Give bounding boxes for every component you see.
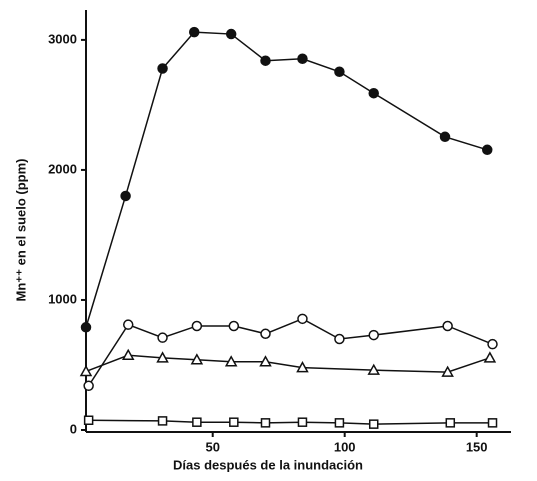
- point: [483, 351, 497, 363]
- point: [79, 364, 93, 377]
- y-tick-label: 3000: [48, 31, 77, 46]
- point: [190, 353, 204, 365]
- point: [260, 55, 271, 66]
- point: [297, 313, 308, 325]
- point: [439, 131, 451, 143]
- point: [224, 355, 238, 367]
- series-line: [88, 317, 493, 387]
- series-line: [88, 419, 493, 425]
- y-tick-label: 1000: [48, 291, 77, 306]
- point: [487, 338, 498, 350]
- point: [157, 416, 168, 426]
- point: [83, 415, 94, 425]
- point: [80, 322, 92, 333]
- y-tick-label: 0: [70, 421, 77, 436]
- point: [296, 361, 309, 373]
- point: [367, 363, 381, 375]
- x-axis-label: Días después de la inundación: [173, 457, 363, 472]
- point: [334, 418, 345, 428]
- x-tick-label: 150: [466, 439, 488, 454]
- point: [121, 348, 135, 360]
- point: [260, 328, 271, 340]
- point: [368, 329, 379, 341]
- point: [334, 66, 345, 78]
- point: [481, 144, 493, 156]
- point: [192, 417, 202, 427]
- point: [445, 418, 456, 428]
- point: [297, 53, 308, 65]
- point: [228, 320, 240, 332]
- y-axis-label: Mn⁺⁺ en el suelo (ppm): [13, 158, 28, 301]
- point: [191, 320, 203, 332]
- point: [188, 26, 200, 38]
- x-tick-label: 100: [334, 439, 356, 454]
- point: [260, 418, 271, 428]
- series-line: [85, 31, 488, 328]
- point: [259, 355, 272, 367]
- point: [120, 190, 131, 202]
- point: [157, 332, 168, 343]
- point: [83, 380, 94, 392]
- point: [225, 28, 237, 40]
- point: [441, 365, 454, 377]
- point: [122, 319, 134, 330]
- point: [442, 320, 453, 332]
- point: [156, 351, 169, 363]
- point: [334, 333, 345, 345]
- y-tick-label: 2000: [48, 161, 77, 176]
- point: [157, 63, 168, 74]
- x-tick-label: 50: [205, 439, 219, 454]
- point: [229, 417, 239, 427]
- point: [368, 419, 379, 429]
- point: [487, 418, 498, 428]
- series-line: [85, 354, 491, 373]
- point: [368, 87, 379, 99]
- point: [297, 417, 308, 427]
